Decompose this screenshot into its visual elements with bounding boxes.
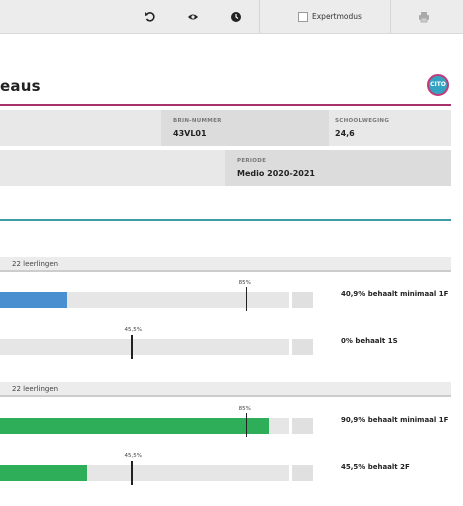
progress-track — [0, 418, 289, 434]
threshold-marker — [245, 287, 248, 311]
progress-fill — [0, 418, 270, 434]
threshold-label: 85% — [238, 280, 251, 286]
undo-icon[interactable] — [144, 11, 156, 23]
expert-mode-checkbox[interactable] — [298, 12, 308, 22]
cito-logo: CITO — [427, 74, 449, 96]
periode-value: Medio 2020-2021 — [237, 169, 315, 178]
toolbar-divider — [390, 0, 391, 34]
progress-track — [0, 465, 289, 481]
threshold-label: 45,5% — [124, 327, 142, 333]
progress-track — [0, 292, 289, 308]
progress-track — [0, 339, 289, 355]
header-divider — [0, 104, 451, 106]
toolbar: Expertmodus — [0, 0, 463, 34]
threshold-label: 85% — [238, 406, 251, 412]
clock-icon[interactable] — [230, 11, 242, 23]
info-panel-blank — [0, 110, 161, 146]
eye-icon[interactable] — [187, 11, 199, 23]
weging-label: SCHOOLWEGING — [335, 118, 390, 124]
threshold-marker — [131, 461, 133, 485]
brin-label: BRIN-NUMMER — [173, 118, 222, 124]
info-panel-periode: PERIODE Medio 2020-2021 — [225, 150, 451, 186]
info-panel-weging: SCHOOLWEGING 24,6 — [329, 110, 451, 146]
info-panel-brin: BRIN-NUMMER 43VL01 — [161, 110, 329, 146]
expert-mode-label[interactable]: Expertmodus — [312, 12, 362, 21]
result-text: 90,9% behaalt minimaal 1F — [341, 416, 449, 424]
group-header: 22 leerlingen — [0, 382, 451, 397]
brin-value: 43VL01 — [173, 129, 207, 138]
weging-value: 24,6 — [335, 129, 355, 138]
threshold-label: 45,5% — [124, 453, 142, 459]
progress-fill — [0, 465, 87, 481]
threshold-marker — [245, 413, 248, 437]
section-divider — [0, 219, 451, 221]
result-text: 0% behaalt 1S — [341, 337, 398, 345]
toolbar-divider — [259, 0, 260, 34]
print-icon[interactable] — [418, 11, 430, 23]
page-title: eaus — [0, 77, 41, 95]
bar-end-cap — [292, 418, 313, 434]
periode-label: PERIODE — [237, 158, 267, 164]
bar-end-cap — [292, 292, 313, 308]
result-text: 40,9% behaalt minimaal 1F — [341, 290, 449, 298]
group-header: 22 leerlingen — [0, 257, 451, 272]
progress-fill — [0, 292, 68, 308]
threshold-marker — [131, 335, 133, 359]
result-text: 45,5% behaalt 2F — [341, 463, 410, 471]
bar-end-cap — [292, 339, 313, 355]
bar-end-cap — [292, 465, 313, 481]
info-panel-blank-2 — [0, 150, 225, 186]
